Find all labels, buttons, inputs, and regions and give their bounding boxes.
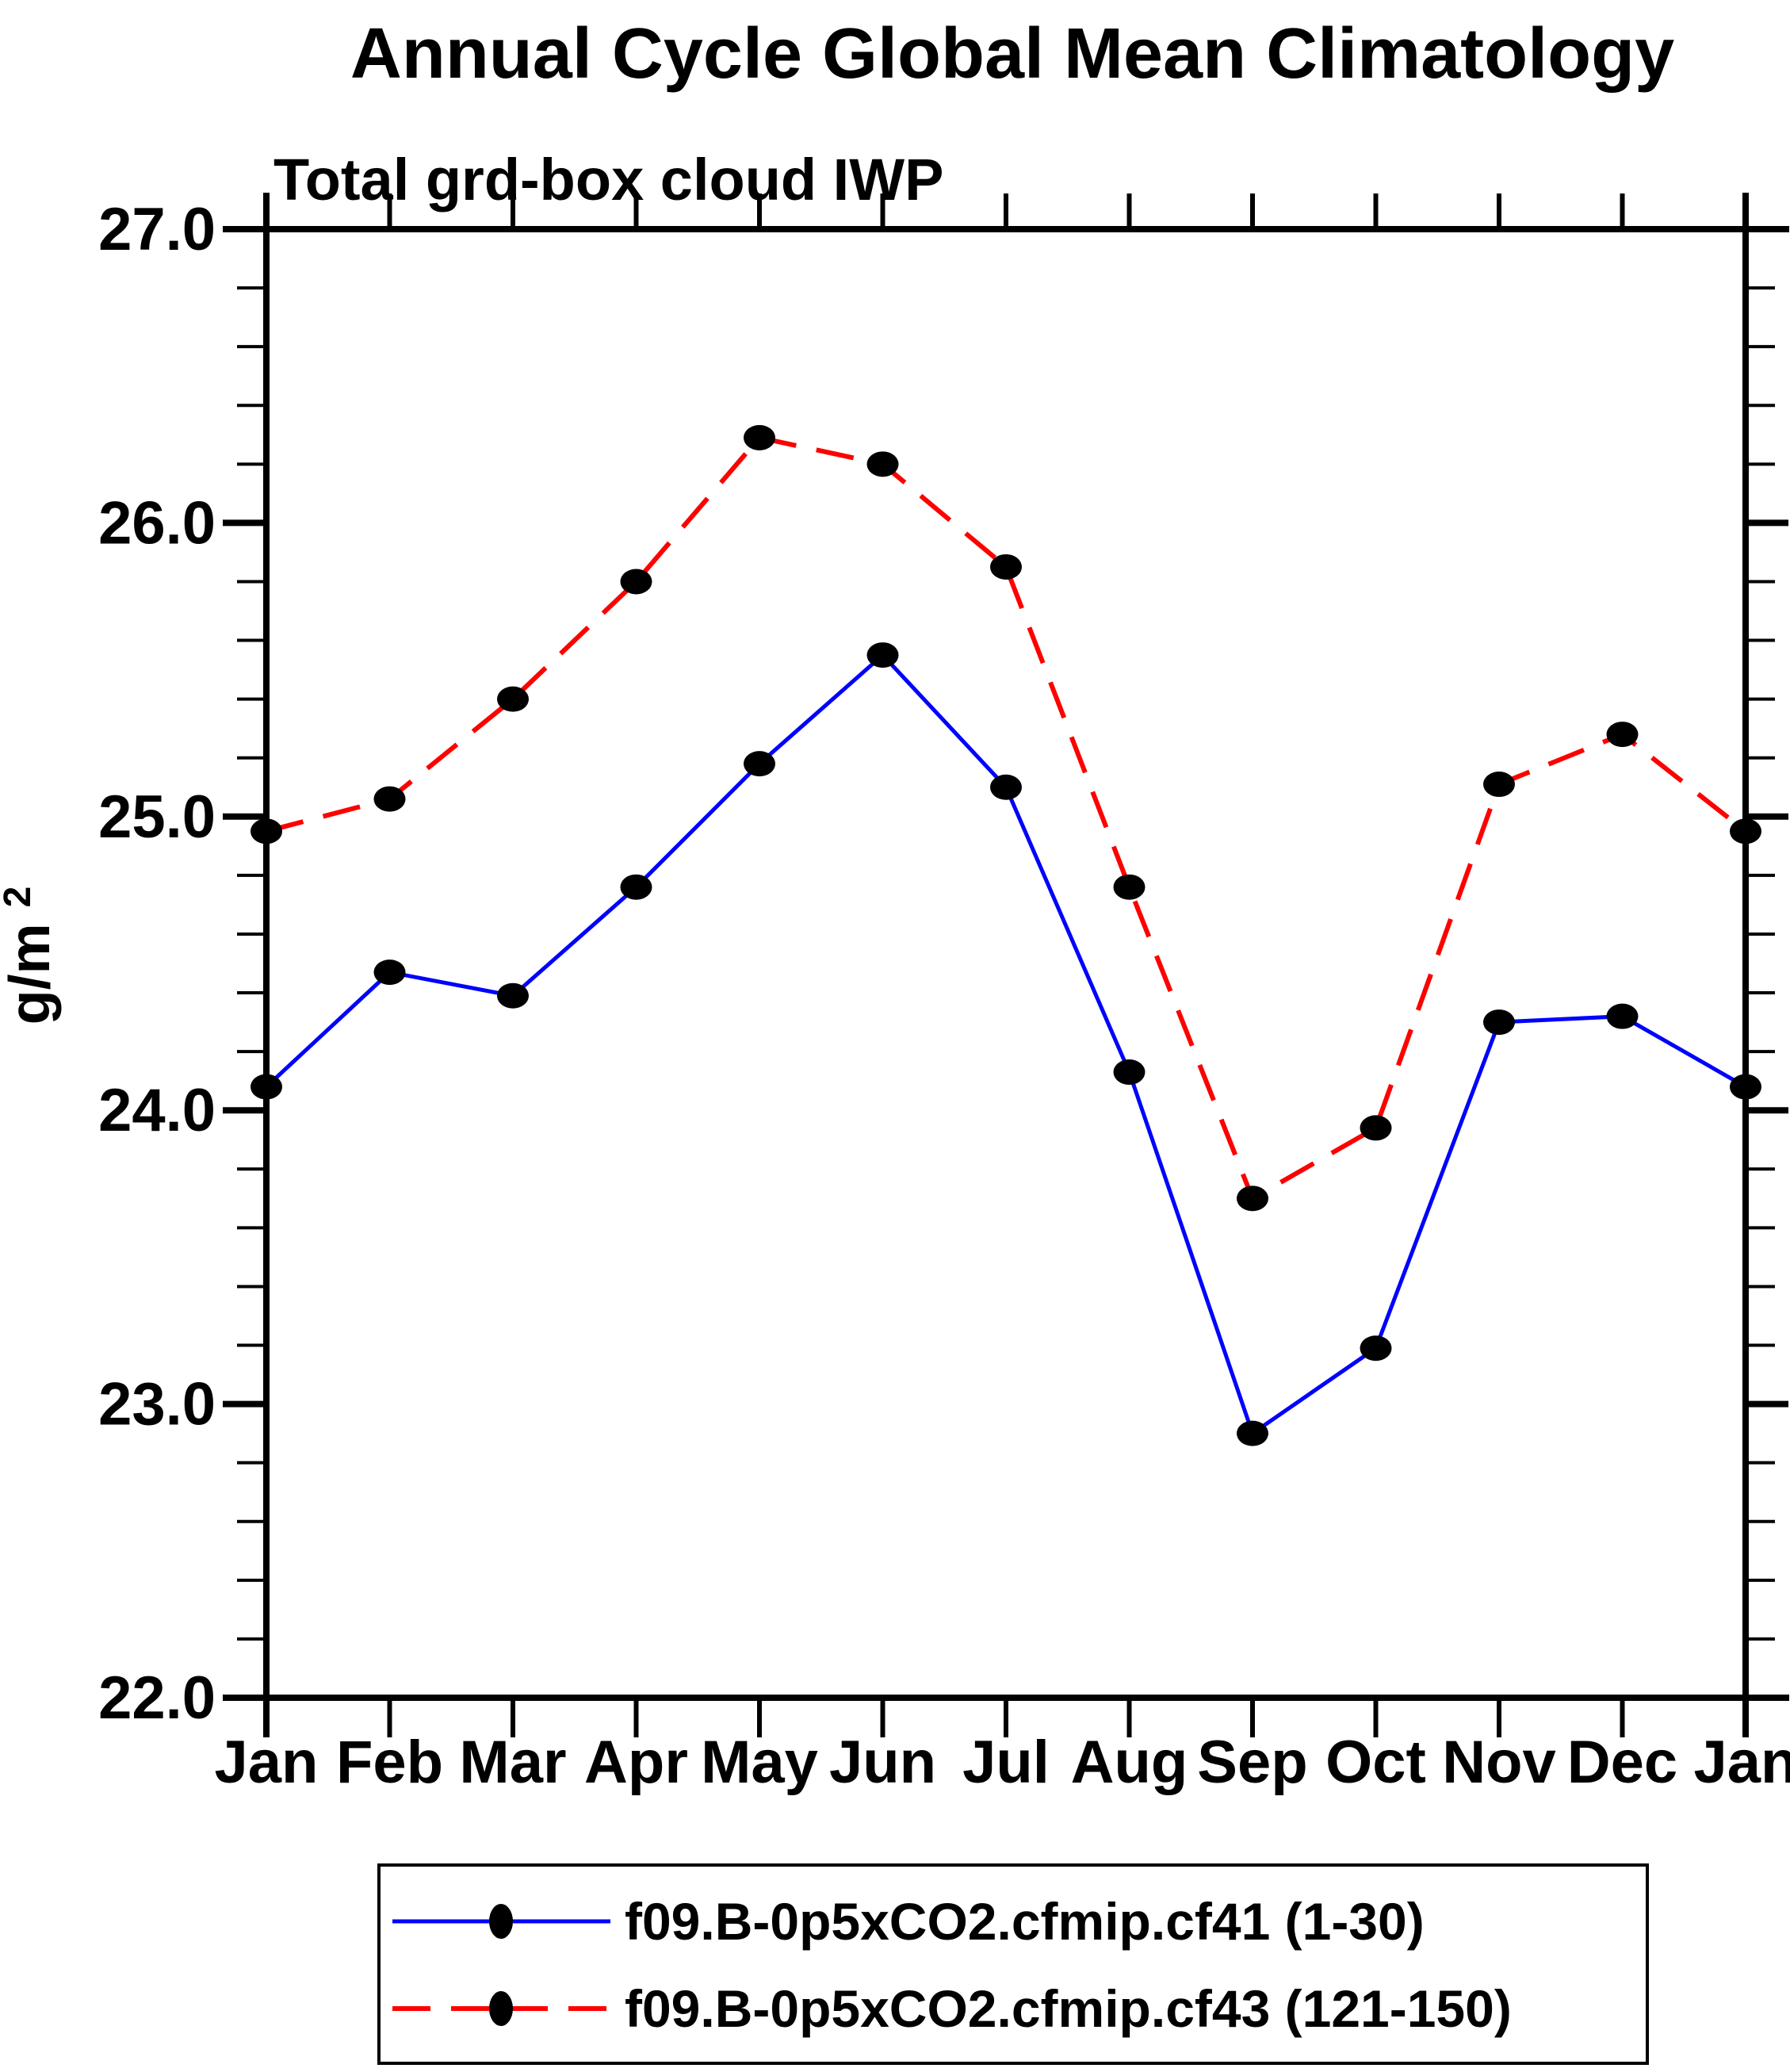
- data-point-series0: [866, 642, 899, 668]
- legend-marker-series2: [489, 1991, 513, 2026]
- x-tick-label-month: May: [701, 1729, 818, 1796]
- chart-title: Annual Cycle Global Mean Climatology: [350, 14, 1674, 94]
- y-axis-label-base: g/m: [0, 923, 62, 1025]
- x-tick-label-month: Dec: [1567, 1729, 1677, 1796]
- legend-label-series1: f09.B-0p5xCO2.cfmip.cf41 (1-30): [625, 1892, 1425, 1951]
- data-point-series0: [373, 959, 406, 986]
- legend-border: [377, 1863, 1649, 2065]
- y-tick-label: 26.0: [98, 489, 216, 557]
- x-tick-label-month: Jul: [962, 1729, 1050, 1796]
- data-point-series1: [1237, 1185, 1268, 1212]
- data-point-series0: [990, 774, 1022, 800]
- y-tick-label: 22.0: [98, 1664, 216, 1732]
- data-point-series0: [1483, 1009, 1515, 1036]
- data-point-series1: [1360, 1115, 1392, 1141]
- x-tick-label-month: Mar: [459, 1729, 566, 1796]
- data-point-series1: [866, 451, 899, 477]
- y-tick-label: 24.0: [98, 1077, 216, 1144]
- y-tick-label: 23.0: [98, 1371, 216, 1438]
- y-tick-label: 27.0: [98, 196, 216, 263]
- series-layer: [251, 424, 1761, 1446]
- x-tick-label-month: Aug: [1071, 1729, 1188, 1796]
- series-line-1: [266, 435, 1747, 1202]
- x-tick-label-month: Apr: [584, 1729, 688, 1796]
- data-point-series0: [744, 751, 775, 777]
- x-tick-label-month: Nov: [1442, 1729, 1556, 1796]
- data-point-series1: [744, 424, 775, 450]
- x-tick-label-month: Feb: [336, 1729, 443, 1796]
- chart-subtitle: Total grd-box cloud IWP: [273, 147, 943, 213]
- data-point-series0: [1237, 1420, 1268, 1446]
- data-point-series1: [373, 786, 406, 812]
- data-point-series0: [1730, 1074, 1761, 1100]
- legend: f09.B-0p5xCO2.cfmip.cf41 (1-30) f09.B-0p…: [377, 1863, 1649, 2065]
- legend-marker-series1: [489, 1904, 513, 1939]
- data-point-series0: [251, 1074, 282, 1100]
- data-point-series1: [251, 818, 282, 845]
- x-tick-label-month: Jun: [829, 1729, 936, 1796]
- data-point-series1: [1483, 772, 1515, 798]
- data-point-series1: [1606, 722, 1639, 748]
- data-point-series1: [497, 686, 529, 712]
- data-point-series0: [1606, 1003, 1639, 1029]
- x-tick-label-month: Jan: [1694, 1729, 1790, 1796]
- x-tick-label-month: Jan: [215, 1729, 319, 1796]
- data-point-series0: [497, 982, 529, 1009]
- y-tick-label: 25.0: [98, 783, 216, 851]
- data-point-series0: [620, 874, 652, 900]
- data-point-series0: [1360, 1335, 1392, 1362]
- data-point-series0: [1113, 1059, 1146, 1086]
- data-point-series1: [1730, 818, 1761, 845]
- data-point-series1: [620, 569, 652, 595]
- y-axis-label-superscript: 2: [0, 887, 39, 908]
- y-axis-label: g/m 2: [0, 887, 62, 1025]
- x-tick-label-month: Sep: [1197, 1729, 1307, 1796]
- legend-label-series2: f09.B-0p5xCO2.cfmip.cf43 (121-150): [625, 1979, 1512, 2038]
- data-point-series1: [1113, 874, 1146, 900]
- x-tick-label-month: Oct: [1325, 1729, 1426, 1796]
- data-point-series1: [990, 553, 1022, 580]
- axes-layer: [223, 193, 1789, 1737]
